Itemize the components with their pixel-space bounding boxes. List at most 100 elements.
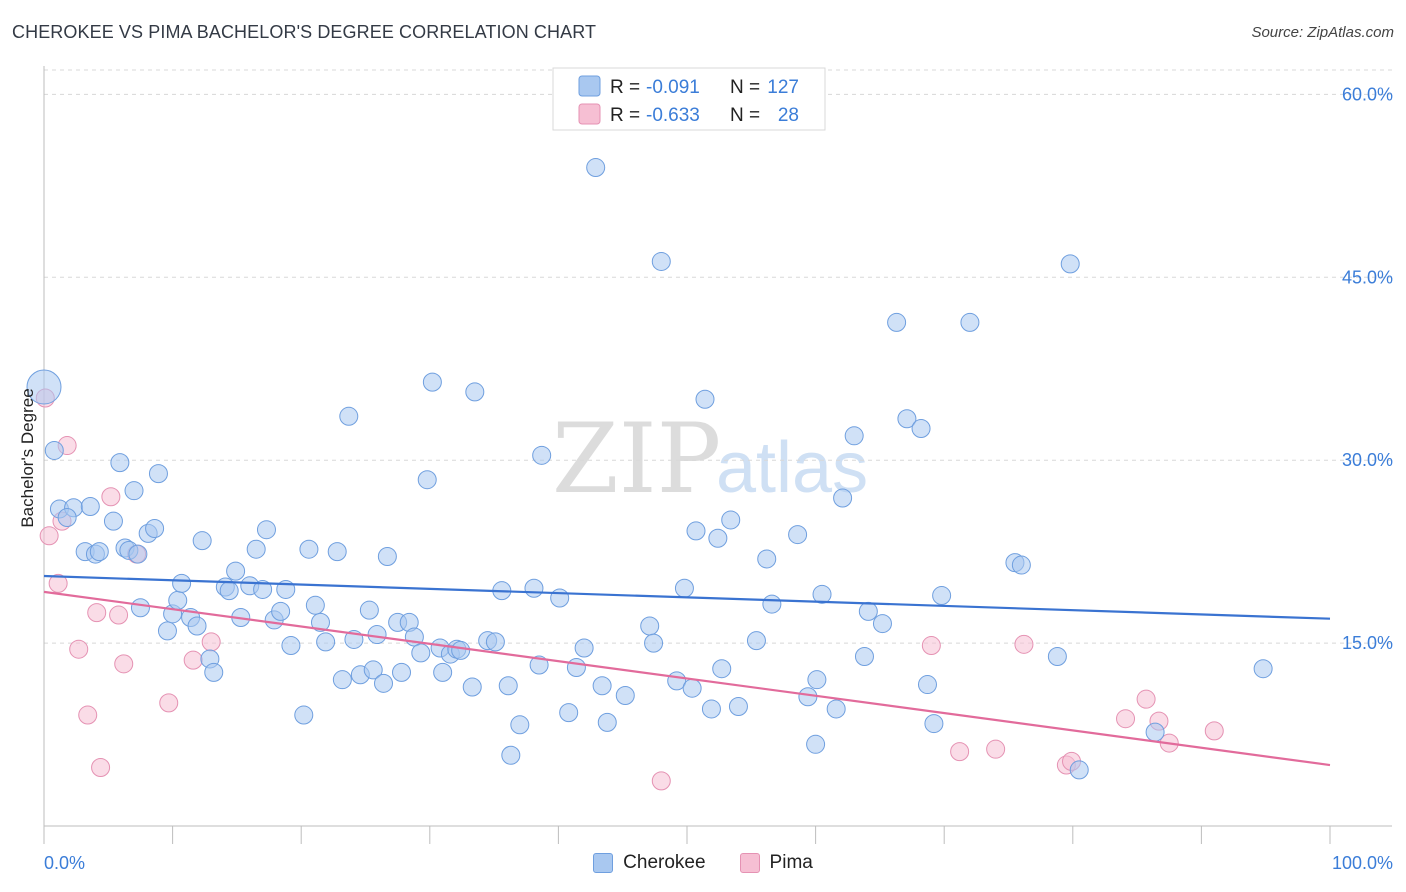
cherokee-point	[854, 647, 874, 667]
cherokee-point	[924, 714, 944, 734]
cherokee-point	[145, 518, 165, 538]
tick-labels: 15.0% 30.0% 45.0% 60.0% 0.0% 100.0%	[44, 84, 1393, 873]
gridlines	[44, 69, 1392, 644]
series-legend: Cherokee Pima	[0, 852, 1406, 874]
watermark: ZIP atlas	[552, 403, 868, 515]
cherokee-point	[911, 418, 931, 438]
source-label: Source: ZipAtlas.com	[1251, 24, 1394, 41]
pima-point	[201, 632, 221, 652]
cherokee-point	[887, 312, 907, 332]
y-tick-label: 60.0%	[1342, 84, 1393, 104]
y-tick-label: 30.0%	[1342, 450, 1393, 470]
pima-point	[69, 639, 89, 659]
cherokee-point	[498, 676, 518, 696]
cherokee-point	[130, 598, 150, 618]
cherokee-point	[451, 640, 471, 660]
cherokee-point	[592, 676, 612, 696]
cherokee-point	[89, 542, 109, 562]
cherokee-point	[529, 655, 549, 675]
cherokee-point	[798, 687, 818, 707]
cherokee-point	[392, 662, 412, 682]
legend-r-value-cherokee: -0.091	[646, 77, 700, 98]
cherokee-point	[187, 616, 207, 636]
cherokee-point	[271, 601, 291, 621]
x-tick-label: 0.0%	[44, 853, 85, 873]
y-axis-title: Bachelor's Degree	[18, 388, 37, 527]
cherokee-point	[26, 369, 62, 405]
cherokee-point	[485, 632, 505, 652]
cherokee-point	[559, 703, 579, 723]
legend-label-cherokee: Cherokee	[623, 852, 706, 873]
cherokee-point	[299, 539, 319, 559]
cherokee-point	[844, 426, 864, 446]
cherokee-point	[586, 158, 606, 178]
cherokee-point	[644, 633, 664, 653]
pima-point	[109, 605, 129, 625]
cherokee-point	[501, 745, 521, 765]
cherokee-point	[103, 511, 123, 531]
cherokee-point	[363, 660, 383, 680]
cherokee-point	[422, 372, 442, 392]
cherokee-point	[640, 616, 660, 636]
cherokee-point	[417, 470, 437, 490]
cherokee-point	[695, 389, 715, 409]
cherokee-point	[367, 625, 387, 645]
cherokee-point	[327, 542, 347, 562]
cherokee-point	[148, 464, 168, 484]
cherokee-point	[204, 662, 224, 682]
cherokee-point	[788, 525, 808, 545]
cherokee-point	[897, 409, 917, 429]
cherokee-point	[728, 697, 748, 717]
cherokee-point	[316, 632, 336, 652]
cherokee-point	[411, 643, 431, 663]
cherokee-point	[1145, 722, 1165, 742]
cherokee-point	[960, 312, 980, 332]
cherokee-trend-line	[43, 574, 1331, 620]
pima-point	[114, 654, 134, 674]
legend-item-pima: Pima	[739, 852, 813, 874]
legend-item-cherokee: Cherokee	[593, 852, 706, 874]
cherokee-point	[310, 612, 330, 632]
pima-point	[39, 526, 59, 546]
cherokee-point	[597, 712, 617, 732]
cherokee-point	[510, 715, 530, 735]
cherokee-point	[812, 584, 832, 604]
cherokee-point	[686, 521, 706, 541]
pima-point	[986, 739, 1006, 759]
cherokee-point	[462, 677, 482, 697]
cherokee-point	[1253, 659, 1273, 679]
y-tick-label: 45.0%	[1342, 267, 1393, 287]
cherokee-point	[757, 549, 777, 569]
cherokee-point	[157, 621, 177, 641]
cherokee-point	[682, 678, 702, 698]
cherokee-point	[359, 600, 379, 620]
cherokee-point	[826, 699, 846, 719]
cherokee-point	[226, 561, 246, 581]
cherokee-point	[872, 614, 892, 634]
cherokee-point	[377, 547, 397, 567]
pima-point	[91, 757, 111, 777]
cherokee-point	[253, 579, 273, 599]
pima-point	[1136, 689, 1156, 709]
y-tick-label: 15.0%	[1342, 633, 1393, 653]
trend-lines	[43, 574, 1331, 767]
cherokee-point	[712, 659, 732, 679]
pima-point	[78, 705, 98, 725]
cherokee-point	[1060, 254, 1080, 274]
cherokee-point	[128, 544, 148, 564]
cherokee-point	[674, 578, 694, 598]
cherokee-point	[433, 662, 453, 682]
cherokee-point	[762, 594, 782, 614]
cherokee-point	[294, 705, 314, 725]
x-tick-label: 100.0%	[1332, 853, 1393, 873]
cherokee-point	[339, 406, 359, 426]
pima-point	[183, 650, 203, 670]
cherokee-point	[566, 657, 586, 677]
cherokee-point	[44, 440, 64, 460]
cherokee-point	[305, 595, 325, 615]
cherokee-point	[192, 531, 212, 551]
cherokee-point	[932, 586, 952, 606]
cherokee-point	[256, 520, 276, 540]
cherokee-point	[917, 675, 937, 695]
